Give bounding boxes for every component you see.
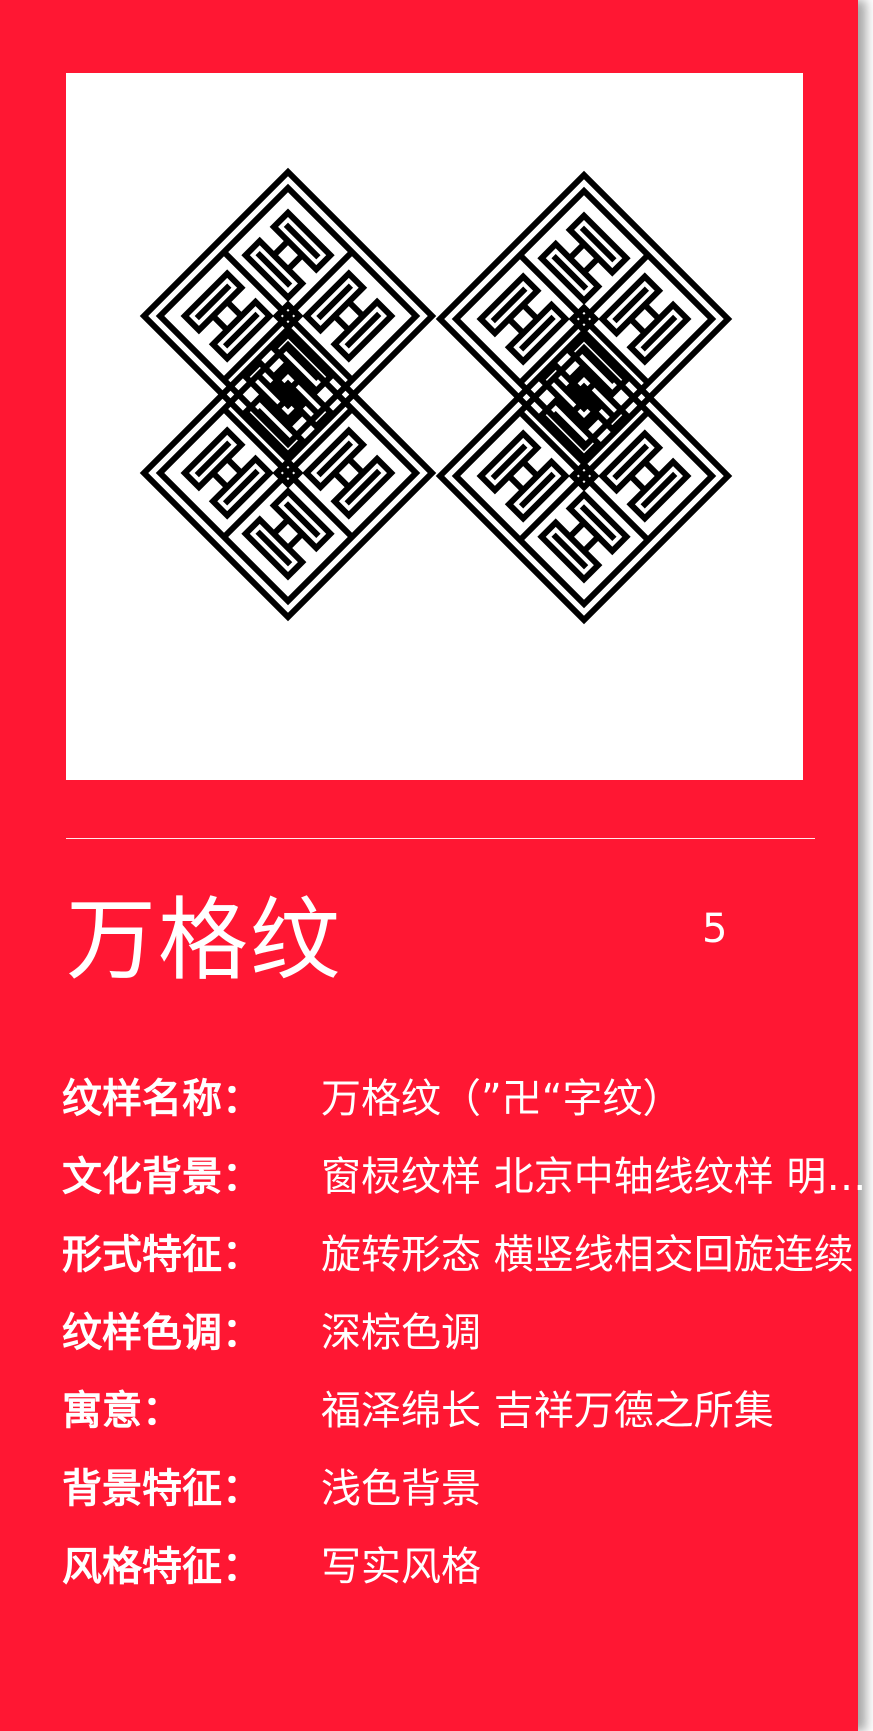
detail-label: 背景特征：	[62, 1466, 262, 1512]
divider	[66, 838, 815, 839]
detail-row-meaning: 寓意： 福泽绵长 吉祥万德之所集	[62, 1380, 822, 1458]
detail-row-culture: 文化背景： 窗棂纹样 北京中轴线纹样 明清建筑装饰	[62, 1146, 873, 1224]
page-title: 万格纹	[66, 888, 342, 993]
detail-row-tone: 纹样色调： 深棕色调	[62, 1302, 822, 1380]
detail-value: 旋转形态 横竖线相交回旋连续	[321, 1232, 854, 1278]
card-index: 5	[702, 906, 728, 952]
detail-row-background: 背景特征： 浅色背景	[62, 1458, 822, 1536]
detail-value: 窗棂纹样 北京中轴线纹样 明清建筑装饰	[321, 1154, 873, 1200]
detail-value: 浅色背景	[321, 1466, 481, 1512]
detail-value: 深棕色调	[321, 1310, 481, 1356]
wange-pattern-icon	[66, 73, 803, 780]
detail-label: 文化背景：	[62, 1154, 262, 1200]
detail-label: 纹样名称：	[62, 1076, 262, 1122]
detail-label: 风格特征：	[62, 1544, 262, 1590]
pattern-image	[66, 73, 803, 780]
detail-label: 形式特征：	[62, 1232, 262, 1278]
detail-value: 万格纹（”卍“字纹）	[321, 1076, 683, 1122]
detail-label: 纹样色调：	[62, 1310, 262, 1356]
detail-row-style: 风格特征： 写实风格	[62, 1536, 822, 1614]
detail-row-form: 形式特征： 旋转形态 横竖线相交回旋连续	[62, 1224, 854, 1302]
detail-row-name: 纹样名称： 万格纹（”卍“字纹）	[62, 1068, 822, 1146]
details-list: 纹样名称： 万格纹（”卍“字纹） 文化背景： 窗棂纹样 北京中轴线纹样 明清建筑…	[62, 1068, 873, 1614]
detail-value: 福泽绵长 吉祥万德之所集	[321, 1388, 774, 1434]
detail-label: 寓意：	[62, 1388, 182, 1434]
detail-value: 写实风格	[321, 1544, 481, 1590]
